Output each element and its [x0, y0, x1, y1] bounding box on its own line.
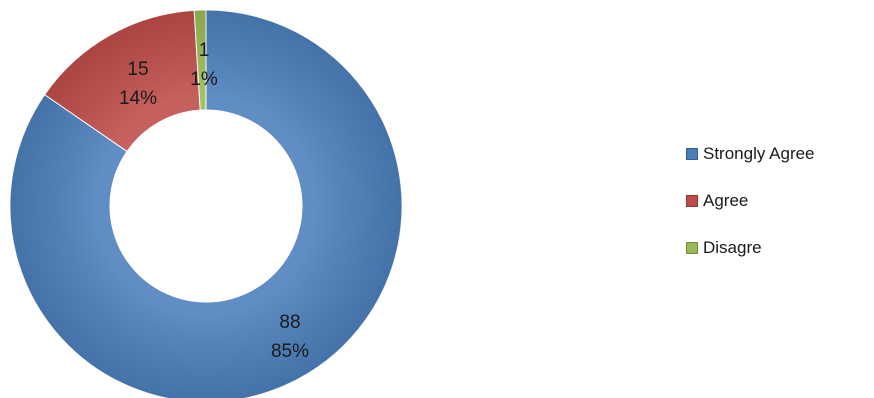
legend-swatch-agree — [686, 195, 698, 207]
legend: Strongly Agree Agree Disagre — [686, 142, 866, 283]
legend-swatch-strongly-agree — [686, 148, 698, 160]
legend-label-strongly-agree: Strongly Agree — [703, 144, 815, 163]
slice-shading-disagre — [194, 10, 206, 111]
slice-percent-label-disagre: 1% — [190, 69, 218, 90]
slice-percent-label-strongly-agree: 85% — [271, 341, 309, 362]
slice-shading-strongly-agree — [10, 10, 402, 398]
legend-label-disagre: Disagre — [703, 238, 762, 257]
legend-swatch-disagre — [686, 242, 698, 254]
legend-item-disagre: Disagre — [686, 236, 866, 260]
slice-percent-label-agree: 14% — [119, 88, 157, 109]
slice-shading-agree — [44, 10, 201, 152]
legend-item-agree: Agree — [686, 189, 866, 213]
slice-value-label-agree: 15 — [127, 59, 148, 80]
slice-value-label-strongly-agree: 88 — [279, 312, 300, 333]
legend-label-agree: Agree — [703, 191, 749, 210]
slice-value-label-disagre: 1 — [199, 40, 210, 61]
legend-item-strongly-agree: Strongly Agree — [686, 142, 866, 166]
